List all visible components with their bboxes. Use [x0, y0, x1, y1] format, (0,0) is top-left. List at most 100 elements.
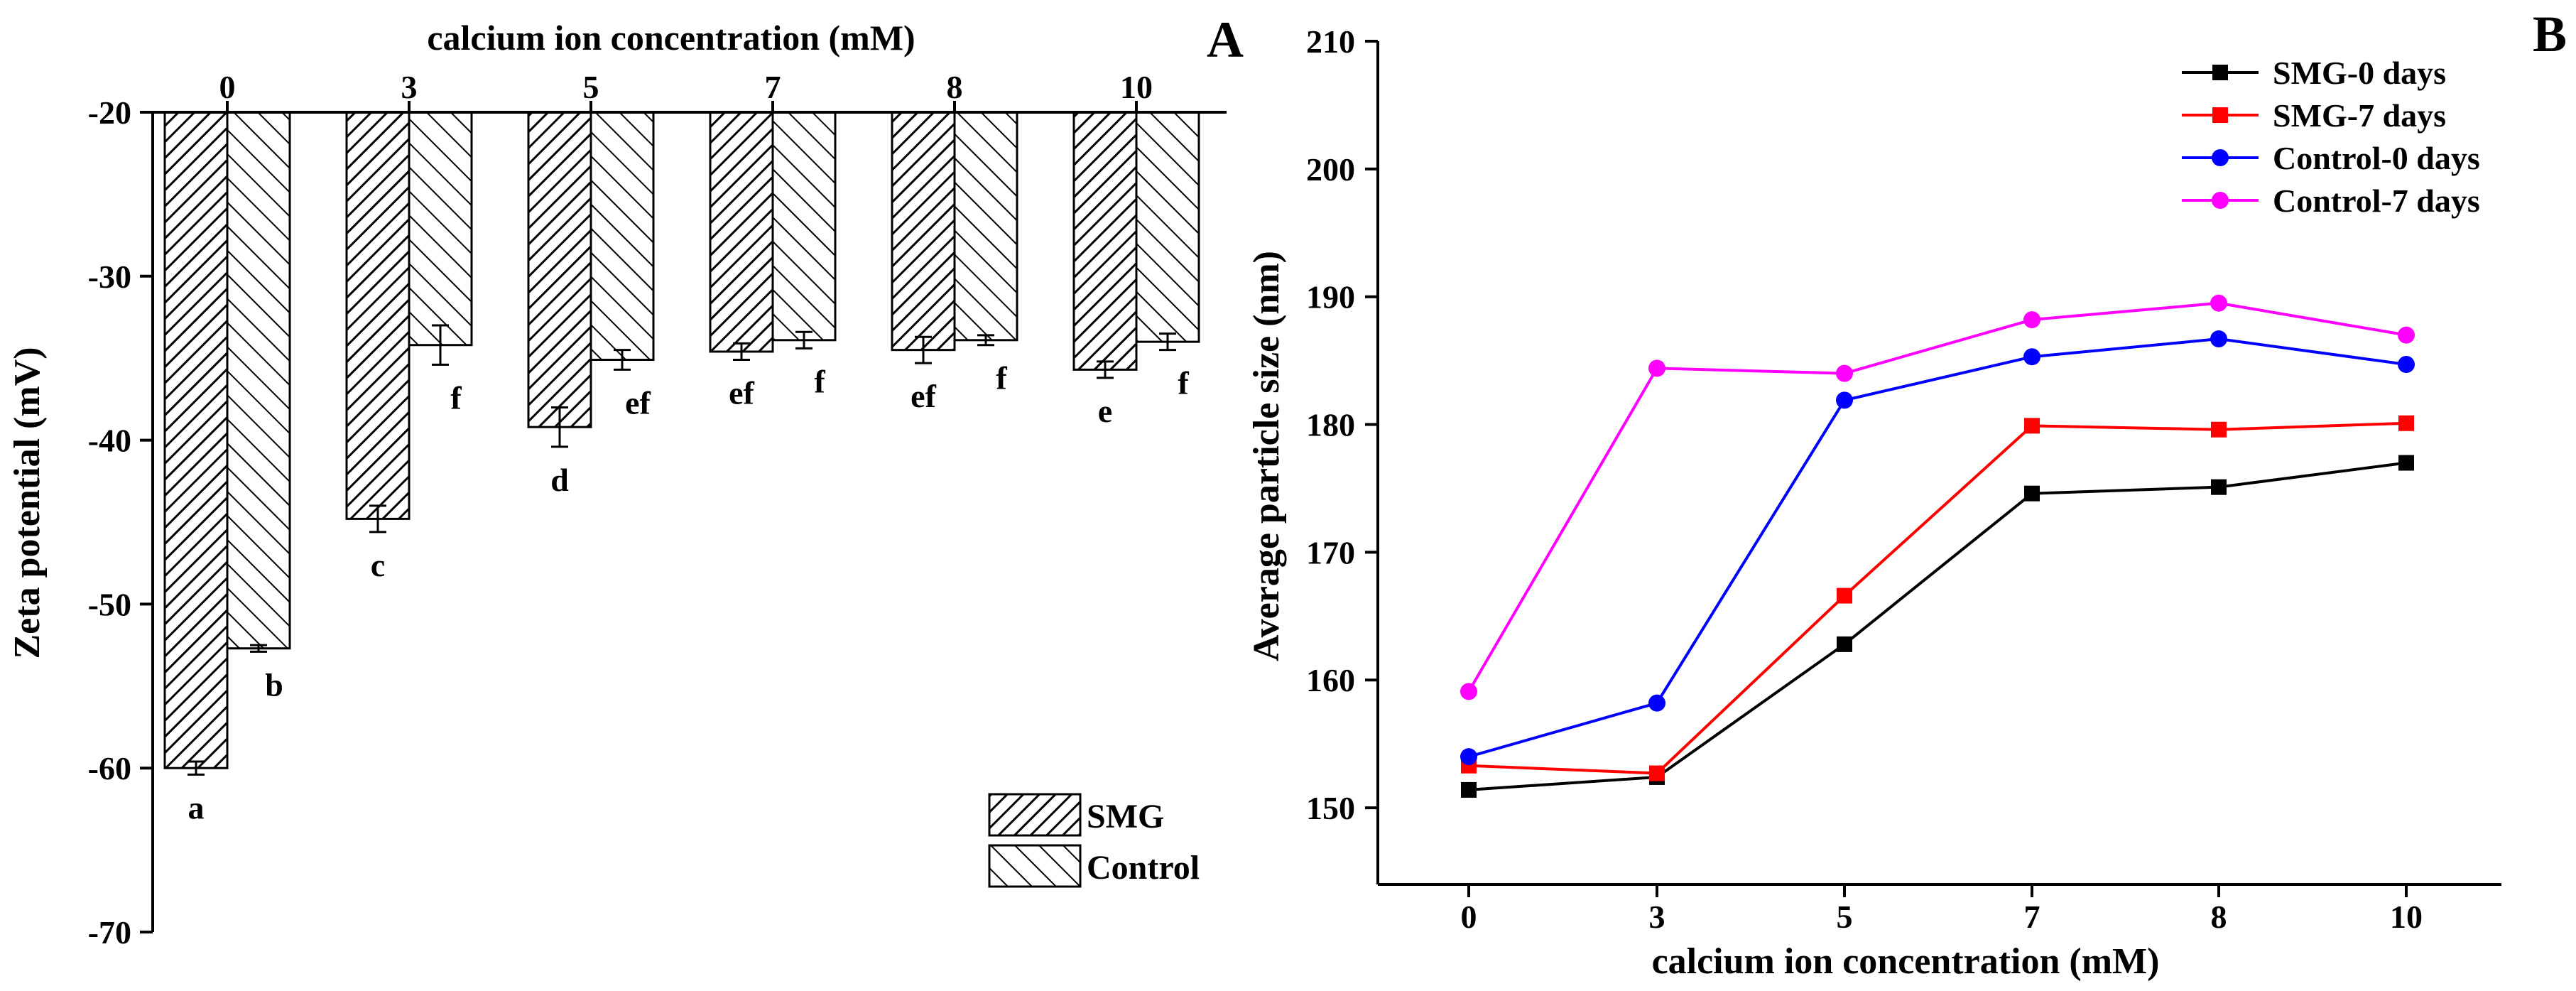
category-label: 3 [401, 69, 418, 105]
legend-label-control: Control [1087, 849, 1200, 887]
x-tick-label: 5 [1837, 899, 1853, 935]
x-tick-label: 3 [1649, 899, 1665, 935]
bar-smg [709, 111, 774, 353]
data-point [2024, 485, 2040, 502]
series-line [1467, 301, 2407, 693]
panel-a-y-ticks: -20 -30 -40 -50 -60 -70 [88, 94, 153, 951]
data-point [2398, 326, 2415, 344]
panel-b-x-ticks: 0 3 5 7 8 10 [1461, 884, 2423, 935]
panel-a-bar-chart: calcium ion concentration (mM) A Zeta po… [7, 11, 1244, 951]
bar-smg [1072, 111, 1138, 371]
data-point [2211, 479, 2227, 495]
series-line [1468, 461, 2407, 791]
significance-letter: ef [625, 384, 651, 421]
panel-b-y-ticks: 150 160 170 180 190 200 210 [1306, 23, 1378, 826]
data-point [2023, 311, 2040, 329]
significance-letter: f [996, 360, 1007, 396]
data-point [1836, 364, 1853, 382]
bar-control [408, 111, 473, 347]
category-label: 0 [219, 69, 236, 105]
data-point [1648, 694, 1665, 712]
data-point [1836, 391, 1853, 409]
significance-letter: b [265, 666, 283, 703]
legend-swatch-smg [988, 793, 1082, 837]
bar-smg [891, 111, 956, 352]
significance-letter: ef [911, 378, 936, 414]
y-tick-label: 180 [1306, 407, 1355, 443]
panel-a-label: A [1207, 11, 1244, 68]
data-point [1648, 359, 1665, 377]
y-tick-label: 200 [1306, 151, 1355, 188]
data-point [2024, 418, 2040, 434]
y-tick-label: -40 [88, 423, 131, 459]
panel-b-label: B [2533, 6, 2567, 63]
significance-letter: ef [729, 375, 754, 411]
x-tick-label: 7 [2024, 899, 2040, 935]
panel-a-x-axis-title: calcium ion concentration (mM) [427, 18, 915, 58]
series-line [1468, 337, 2407, 759]
bar-control [589, 111, 655, 362]
legend-label: Control-0 days [2273, 140, 2480, 176]
data-point [2023, 348, 2040, 366]
y-tick-label: 210 [1306, 23, 1355, 60]
x-tick-label: 0 [1461, 899, 1477, 935]
data-point [2211, 421, 2227, 438]
data-point [1461, 781, 1477, 798]
panel-b-series [1460, 294, 2415, 798]
data-point [2398, 455, 2414, 471]
panel-a-y-axis-title: Zeta potential (mV) [7, 347, 48, 659]
legend-marker [2212, 107, 2228, 123]
panel-b-legend: SMG-0 days SMG-7 days Control-0 days Contro… [2182, 55, 2480, 219]
bar-control [1135, 111, 1200, 343]
data-point [2210, 294, 2227, 312]
category-label: 10 [1120, 69, 1153, 105]
y-tick-label: 150 [1306, 790, 1355, 826]
data-point [1837, 636, 1852, 652]
legend-label: Control-7 days [2273, 183, 2480, 219]
data-point [1460, 683, 1477, 700]
y-tick-label: -50 [88, 586, 131, 622]
x-tick-label: 10 [2390, 899, 2423, 935]
data-point [1837, 587, 1852, 604]
y-tick-label: -20 [88, 94, 131, 131]
bar-smg [163, 111, 229, 769]
y-tick-label: 170 [1306, 534, 1355, 570]
x-tick-label: 8 [2211, 899, 2227, 935]
legend-marker [2212, 192, 2229, 209]
significance-letter: d [550, 462, 569, 498]
y-tick-label: -60 [88, 750, 131, 786]
significance-letter: f [450, 379, 462, 416]
panel-b-x-axis-title: calcium ion concentration (mM) [1652, 941, 2160, 982]
data-point [2398, 415, 2414, 431]
legend-label-smg: SMG [1087, 798, 1164, 835]
category-label: 5 [583, 69, 599, 105]
legend-swatch-control [988, 844, 1082, 888]
significance-letter: c [371, 547, 385, 583]
significance-letter: a [188, 789, 205, 825]
category-label: 8 [947, 69, 963, 105]
significance-letter: f [1178, 365, 1189, 401]
panel-a-category-labels: 0 3 5 7 8 10 [219, 69, 1153, 112]
data-point [1649, 765, 1665, 781]
legend-marker [2212, 149, 2229, 166]
bar-control [771, 111, 837, 342]
significance-letter: e [1098, 393, 1112, 429]
data-point [2398, 356, 2415, 374]
panel-a-legend: SMG Control [988, 793, 1200, 888]
bar-smg [345, 111, 411, 520]
y-tick-label: -30 [88, 259, 131, 295]
bar-control [953, 111, 1018, 342]
significance-letter: f [814, 363, 825, 399]
panel-b-line-chart: B Average particle size (nm) calcium ion… [1246, 6, 2567, 982]
y-tick-label: -70 [88, 914, 131, 951]
panel-b-y-axis-title: Average particle size (nm) [1246, 251, 1287, 661]
bar-control [226, 111, 291, 650]
data-point [1460, 748, 1477, 766]
legend-marker [2212, 65, 2228, 80]
category-label: 7 [765, 69, 781, 105]
legend-label: SMG-7 days [2273, 97, 2446, 134]
series-line [1468, 421, 2407, 775]
data-point [2210, 330, 2227, 348]
